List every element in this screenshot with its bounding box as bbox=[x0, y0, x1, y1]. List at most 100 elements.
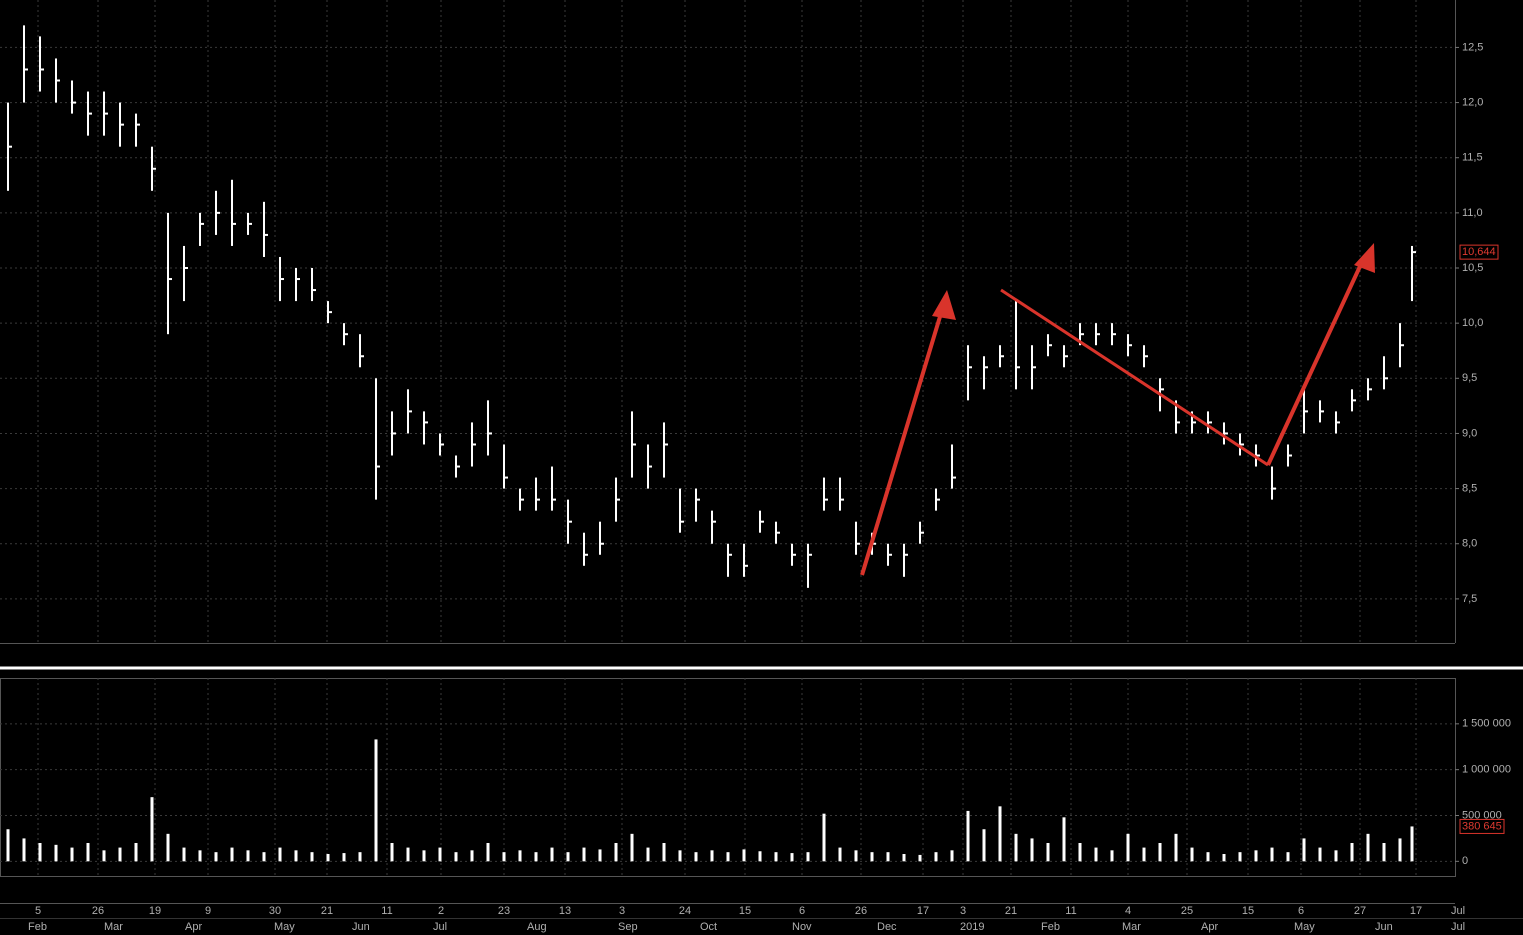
volume-bar bbox=[342, 853, 346, 862]
month-label: Nov bbox=[792, 921, 812, 933]
volume-bar bbox=[582, 847, 586, 862]
x-tick-label: 30 bbox=[269, 905, 281, 917]
y-tick-label: 11,0 bbox=[1462, 207, 1483, 219]
x-tick-label: 5 bbox=[35, 905, 41, 917]
month-label: Dec bbox=[877, 921, 897, 933]
volume-bar bbox=[678, 850, 682, 862]
volume-bar bbox=[758, 851, 762, 862]
volume-bar bbox=[598, 849, 602, 862]
y-tick-label: 9,0 bbox=[1462, 427, 1477, 439]
volume-bar bbox=[1142, 847, 1146, 862]
volume-bar bbox=[486, 843, 490, 862]
y-tick-label: 500 000 bbox=[1462, 809, 1502, 821]
x-tick-label: 17 bbox=[1410, 905, 1422, 917]
x-tick-label: 13 bbox=[559, 905, 571, 917]
volume-bar bbox=[326, 854, 330, 862]
volume-bar bbox=[982, 829, 986, 862]
volume-bar bbox=[214, 852, 218, 862]
volume-bar bbox=[1046, 843, 1050, 862]
volume-bar bbox=[38, 843, 42, 862]
volume-bar bbox=[998, 806, 1002, 862]
volume-bar bbox=[1286, 852, 1290, 862]
x-tick-label: 6 bbox=[1298, 905, 1304, 917]
volume-bar bbox=[406, 847, 410, 862]
volume-bar bbox=[1062, 817, 1066, 862]
month-label: May bbox=[1294, 921, 1315, 933]
x-tick-label: 3 bbox=[960, 905, 966, 917]
volume-bar bbox=[806, 852, 810, 862]
month-label: Apr bbox=[1201, 921, 1218, 933]
month-label: Jun bbox=[352, 921, 370, 933]
x-tick-label: 3 bbox=[619, 905, 625, 917]
month-label: Apr bbox=[185, 921, 202, 933]
volume-bar bbox=[1254, 850, 1258, 862]
volume-bar bbox=[1014, 833, 1018, 862]
volume-bar bbox=[902, 854, 906, 862]
arrow-head bbox=[932, 290, 956, 320]
trend-annotations bbox=[860, 243, 1375, 576]
x-tick-label: 11 bbox=[381, 905, 392, 917]
x-tick-label: 26 bbox=[92, 905, 104, 917]
volume-bar bbox=[230, 847, 234, 862]
y-tick-label: 7,5 bbox=[1462, 593, 1477, 605]
x-tick-label: 11 bbox=[1065, 905, 1076, 917]
volume-bar bbox=[246, 850, 250, 862]
y-tick-label: 10,5 bbox=[1462, 262, 1483, 274]
month-label: Aug bbox=[527, 921, 547, 933]
volume-bar bbox=[950, 850, 954, 862]
volume-bar bbox=[6, 829, 10, 862]
month-label: Jul bbox=[433, 921, 447, 933]
month-label: May bbox=[274, 921, 295, 933]
volume-bar bbox=[470, 850, 474, 862]
volume-bar bbox=[790, 853, 794, 862]
volume-bar bbox=[1174, 833, 1178, 862]
volume-bar bbox=[118, 847, 122, 862]
x-tick-label: 15 bbox=[739, 905, 751, 917]
volume-bar bbox=[566, 852, 570, 862]
x-tick-label: 9 bbox=[205, 905, 211, 917]
month-label: Jun bbox=[1375, 921, 1393, 933]
y-tick-label: 8,5 bbox=[1462, 482, 1477, 494]
y-tick-label: 9,5 bbox=[1462, 372, 1477, 384]
y-tick-label: 1 500 000 bbox=[1462, 718, 1511, 730]
x-tick-label: 26 bbox=[855, 905, 867, 917]
volume-bar bbox=[1334, 850, 1338, 862]
volume-bar bbox=[1382, 843, 1386, 862]
volume-bar bbox=[694, 852, 698, 862]
volume-bar bbox=[934, 852, 938, 862]
volume-bar bbox=[1126, 833, 1130, 862]
y-tick-label: 8,0 bbox=[1462, 538, 1477, 550]
volume-bar bbox=[1110, 850, 1114, 862]
y-tick-label: 12,5 bbox=[1462, 41, 1483, 53]
month-label: Feb bbox=[28, 921, 47, 933]
volume-bar bbox=[1350, 843, 1354, 862]
volume-bar bbox=[374, 739, 378, 862]
y-tick-label: 0 bbox=[1462, 855, 1468, 867]
month-label: Sep bbox=[618, 921, 638, 933]
month-label: Jul bbox=[1451, 921, 1465, 933]
volume-bar bbox=[1366, 833, 1370, 862]
x-tick-label: 27 bbox=[1354, 905, 1366, 917]
volume-bar bbox=[1094, 847, 1098, 862]
x-tick-label: 6 bbox=[799, 905, 805, 917]
trend-line bbox=[1000, 288, 1269, 467]
volume-bar bbox=[22, 838, 26, 862]
volume-bar bbox=[1206, 852, 1210, 862]
volume-bar bbox=[774, 852, 778, 862]
volume-bar bbox=[86, 843, 90, 862]
volume-bar bbox=[966, 810, 970, 862]
volume-bar bbox=[438, 847, 442, 862]
volume-bar bbox=[1398, 838, 1402, 862]
last-price-label: 10,644 bbox=[1462, 246, 1496, 258]
volume-bar bbox=[886, 852, 890, 862]
month-label: Mar bbox=[1122, 921, 1141, 933]
volume-bar bbox=[742, 849, 746, 862]
volume-bar bbox=[1302, 838, 1306, 862]
x-tick-label: 21 bbox=[1005, 905, 1017, 917]
month-label: 2019 bbox=[960, 921, 984, 933]
volume-bar bbox=[134, 843, 138, 862]
volume-bar bbox=[726, 852, 730, 862]
